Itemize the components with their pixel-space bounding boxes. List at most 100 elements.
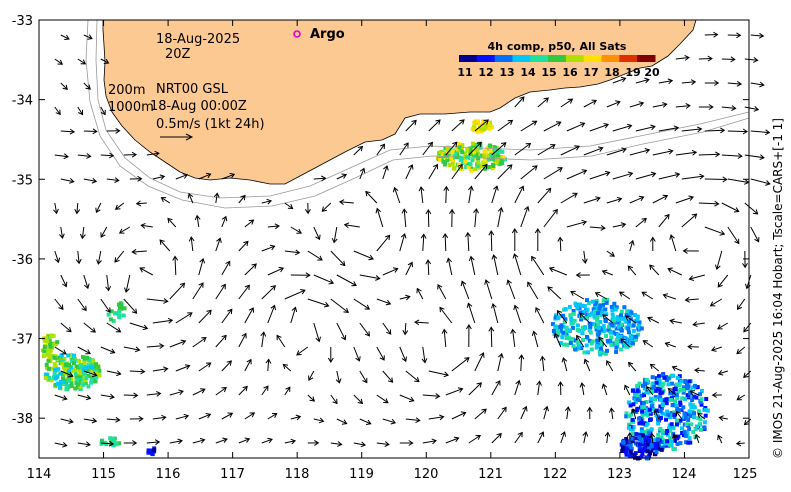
sst-pixel bbox=[656, 417, 660, 422]
sst-pixel bbox=[53, 364, 58, 369]
sst-pixel bbox=[592, 322, 597, 327]
current-arrow bbox=[520, 205, 530, 228]
current-arrow bbox=[474, 163, 488, 180]
sst-pixel bbox=[645, 421, 650, 426]
sst-pixel bbox=[618, 339, 623, 344]
current-arrow bbox=[169, 438, 183, 445]
current-arrow bbox=[557, 236, 564, 252]
sst-pixel bbox=[653, 442, 658, 447]
sst-pixel bbox=[565, 342, 570, 347]
sst-pixel bbox=[631, 328, 636, 333]
current-arrow bbox=[244, 307, 254, 324]
current-arrow bbox=[376, 298, 392, 306]
sst-pixel bbox=[687, 426, 692, 431]
current-arrow bbox=[727, 128, 748, 135]
current-arrow bbox=[267, 304, 276, 324]
sst-pixel bbox=[77, 359, 81, 364]
sst-pixel bbox=[605, 348, 609, 353]
argo-label: Argo bbox=[310, 27, 345, 42]
current-arrow bbox=[313, 274, 335, 285]
sst-pixel bbox=[681, 390, 686, 395]
current-arrow bbox=[77, 394, 92, 401]
current-arrow bbox=[123, 151, 138, 158]
current-arrow bbox=[60, 128, 76, 135]
current-arrow bbox=[336, 322, 347, 341]
sst-pixel bbox=[475, 119, 480, 124]
sst-pixel bbox=[45, 348, 50, 353]
sst-pixel bbox=[482, 149, 487, 154]
sst-pixel bbox=[78, 374, 83, 379]
sst-pixel bbox=[652, 397, 657, 402]
current-arrow bbox=[238, 437, 251, 444]
sst-pixel bbox=[592, 314, 597, 319]
sst-pixel bbox=[111, 439, 116, 444]
current-arrow bbox=[468, 434, 482, 444]
sst-pixel bbox=[649, 444, 654, 449]
current-arrow bbox=[100, 393, 115, 400]
sst-pixel bbox=[468, 146, 473, 151]
sst-pixel bbox=[151, 449, 156, 454]
current-arrow bbox=[215, 283, 226, 300]
sst-pixel bbox=[99, 441, 104, 446]
sst-pixel bbox=[617, 317, 622, 322]
sst-pixel bbox=[610, 308, 615, 313]
x-tick-label: 119 bbox=[349, 467, 374, 482]
current-arrow bbox=[658, 172, 681, 180]
current-arrow bbox=[330, 250, 346, 267]
current-arrow bbox=[698, 55, 713, 62]
sst-pixel bbox=[69, 369, 74, 374]
x-tick-label: 118 bbox=[285, 467, 310, 482]
current-arrow bbox=[698, 104, 714, 110]
current-arrow bbox=[649, 236, 656, 251]
sst-pixel bbox=[79, 364, 84, 369]
current-arrow bbox=[625, 315, 637, 324]
sst-pixel bbox=[561, 330, 566, 335]
current-arrow bbox=[192, 337, 207, 348]
sst-pixel bbox=[624, 319, 629, 324]
sst-pixel bbox=[678, 441, 683, 446]
current-arrow bbox=[606, 147, 627, 156]
current-arrow bbox=[238, 284, 250, 300]
sst-pixel bbox=[688, 391, 693, 396]
sst-pixel bbox=[443, 153, 448, 158]
current-arrow bbox=[140, 222, 153, 229]
current-arrow bbox=[100, 440, 115, 447]
sst-pixel bbox=[579, 317, 584, 322]
sst-pixel bbox=[567, 304, 572, 309]
current-arrow bbox=[169, 282, 186, 300]
sst-pixel bbox=[604, 300, 609, 305]
sst-pixel bbox=[471, 150, 476, 155]
sst-pixel bbox=[117, 441, 122, 446]
sst-pixel bbox=[639, 393, 644, 398]
current-arrow bbox=[460, 280, 470, 300]
sst-pixel bbox=[589, 347, 594, 352]
sst-pixel bbox=[666, 412, 671, 417]
sst-pixel bbox=[698, 417, 703, 422]
sst-pixel bbox=[113, 441, 118, 446]
current-arrow bbox=[54, 106, 61, 116]
sst-pixel bbox=[446, 147, 450, 152]
sst-pixel bbox=[673, 399, 678, 404]
current-arrow bbox=[238, 385, 248, 396]
current-arrow bbox=[451, 357, 470, 372]
current-arrow bbox=[535, 306, 545, 324]
sst-pixel bbox=[593, 300, 598, 305]
sst-pixel bbox=[45, 339, 50, 343]
sst-pixel bbox=[45, 372, 50, 377]
current-arrow bbox=[520, 120, 538, 132]
sst-pixel bbox=[680, 431, 685, 435]
x-tick-label: 122 bbox=[543, 467, 568, 482]
current-arrow bbox=[704, 31, 719, 38]
sst-pixel bbox=[658, 426, 663, 431]
current-arrow bbox=[321, 202, 332, 212]
sst-pixel bbox=[43, 376, 48, 381]
sst-pixel bbox=[575, 323, 580, 328]
current-arrow bbox=[582, 431, 589, 444]
sst-pixel bbox=[52, 355, 57, 360]
current-arrow bbox=[313, 322, 321, 343]
current-arrow bbox=[198, 362, 212, 372]
sst-pixel bbox=[637, 320, 642, 325]
current-arrow bbox=[439, 306, 453, 324]
colorbar-swatch bbox=[565, 55, 585, 62]
current-arrow bbox=[244, 219, 255, 228]
